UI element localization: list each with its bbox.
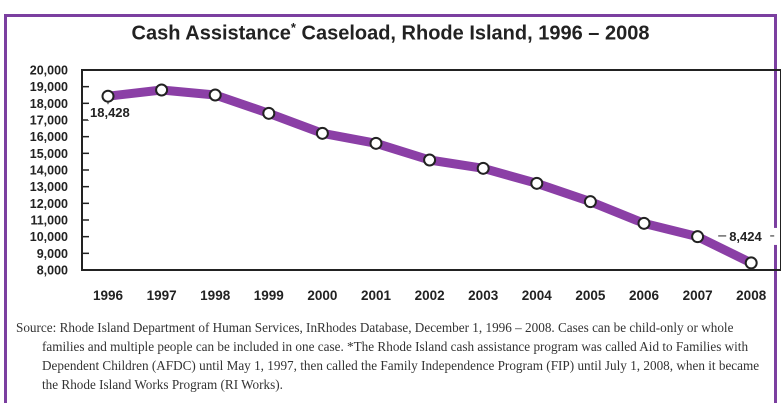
source-text: Source: Rhode Island Department of Human… [16,320,760,392]
source-note: Source: Rhode Island Department of Human… [16,318,768,394]
data-point [262,106,276,120]
annotation-bg [88,104,144,121]
y-tick-label: 15,000 [30,147,68,161]
x-tick-label: 2007 [683,288,713,303]
y-axis-ticks: 20,000 19,000 18,000 17,000 16,000 15,000 14,0… [30,64,89,278]
data-point [369,136,383,150]
data-point [530,176,544,190]
data-point [208,88,222,102]
plot-frame [81,69,781,271]
annotations-group: 18,428 8,424 [88,102,778,245]
x-tick-label: 2004 [522,288,553,303]
y-tick-label: 17,000 [30,114,68,128]
annotation-label: 18,428 [90,105,130,120]
chart-frame [4,14,777,403]
y-tick-label: 10,000 [30,230,68,244]
y-tick-label: 12,000 [30,197,68,211]
x-tick-label: 2002 [415,288,445,303]
y-tick-label: 14,000 [30,164,68,178]
x-tick-label: 2003 [468,288,499,303]
x-tick-label: 2001 [361,288,392,303]
series-group [101,83,758,270]
annotation-bg [725,227,778,245]
x-tick-label: 1997 [147,288,177,303]
data-point [583,195,597,209]
series-line [103,85,756,268]
x-tick-label: 2000 [307,288,337,303]
data-point [101,89,115,103]
x-tick-label: 1996 [93,288,124,303]
y-tick-label: 16,000 [30,130,68,144]
y-tick-label: 19,000 [30,80,68,94]
x-tick-label: 2008 [736,288,767,303]
y-tick-label: 13,000 [30,180,68,194]
data-point [155,83,169,97]
y-tick-label: 18,000 [30,97,68,111]
data-point [315,126,329,140]
y-tick-label: 8,000 [37,264,68,278]
chart-title: Cash Assistance* Caseload, Rhode Island,… [131,20,650,45]
data-point [744,256,758,270]
data-point [423,153,437,167]
data-point [691,230,705,244]
x-axis-ticks: 1996 1997 1998 1999 2000 2001 2002 2003 2004 2005… [93,288,767,303]
y-tick-label: 9,000 [37,247,68,261]
x-tick-label: 1999 [254,288,284,303]
data-point [637,216,651,230]
y-tick-label: 20,000 [30,64,68,78]
x-tick-label: 2006 [629,288,660,303]
x-tick-label: 1998 [200,288,231,303]
data-point [476,161,490,175]
line-chart: 20,000 19,000 18,000 17,000 16,000 15,000 14,0… [30,64,781,303]
y-tick-label: 11,000 [30,214,68,228]
x-tick-label: 2005 [575,288,606,303]
annotation-label: 8,424 [729,229,762,244]
